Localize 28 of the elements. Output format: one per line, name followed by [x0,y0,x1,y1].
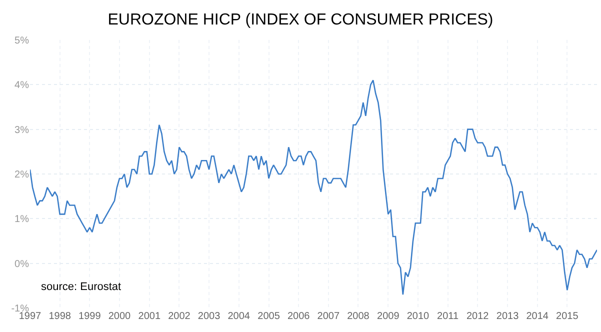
x-tick-label: 2008 [347,311,370,322]
annotation: source: Eurostat [41,281,122,293]
chart-title: EUROZONE HICP (INDEX OF CONSUMER PRICES) [108,11,494,28]
x-tick-label: 1997 [18,311,42,322]
x-tick-label: 2013 [496,311,520,322]
x-tick-label: 1998 [48,311,72,322]
y-tick-label: 0% [14,258,30,270]
x-tick-label: 2007 [317,311,340,322]
x-tick-label: 1999 [78,311,102,322]
y-tick-label: 1% [14,214,30,226]
x-tick-label: 2014 [526,311,549,322]
y-tick-label: 2% [14,170,30,180]
x-tick-label: 2000 [108,311,132,322]
x-tick-label: 2005 [258,311,280,322]
x-tick-label: 2012 [466,311,490,322]
x-tick-label: 2015 [556,311,579,322]
x-tick-label: 2002 [168,311,191,322]
line-series [30,80,597,296]
x-tick-label: 2011 [437,311,459,322]
x-tick-label: 2003 [198,311,221,322]
x-tick-label: 2009 [377,311,400,322]
x-tick-label: 2004 [228,311,250,322]
x-tick-label: 2010 [406,311,430,322]
x-tick-label: 2001 [138,311,161,322]
y-tick-label: 3% [14,124,30,136]
y-tick-label: 4% [14,80,30,92]
y-tick-label: 5% [14,36,30,46]
x-tick-label: 2006 [287,311,310,322]
